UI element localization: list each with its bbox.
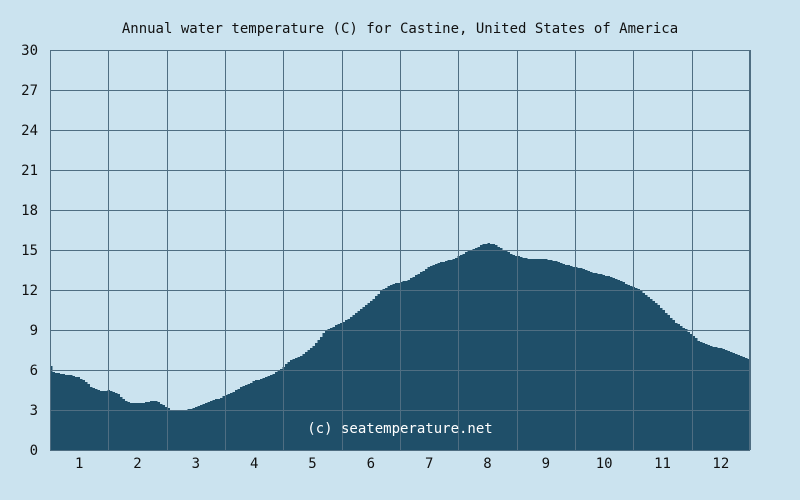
y-tick-label: 6 [30,363,38,379]
x-tick-label: 10 [596,456,613,472]
y-tick-label: 27 [21,83,38,99]
x-tick-label: 5 [308,456,316,472]
y-tick-label: 21 [21,163,38,179]
y-tick-label: 0 [30,443,38,459]
x-tick-label: 2 [133,456,141,472]
y-tick-label: 9 [30,323,38,339]
y-tick-label: 15 [21,243,38,259]
x-axis: 1 2 3 4 5 6 7 8 9 10 11 12 [75,456,729,472]
grid-lines [50,50,751,451]
x-tick-label: 3 [192,456,200,472]
y-tick-label: 24 [21,123,38,139]
x-tick-label: 4 [250,456,258,472]
watermark: (c) seatemperature.net [307,421,492,437]
y-tick-label: 12 [21,283,38,299]
x-tick-label: 12 [712,456,729,472]
y-tick-label: 30 [21,43,38,59]
chart-title: Annual water temperature (C) for Castine… [122,21,678,37]
plot-border [50,50,750,451]
x-tick-label: 11 [654,456,671,472]
x-tick-label: 1 [75,456,83,472]
y-axis: 0 3 6 9 12 15 18 21 24 27 30 [21,43,38,459]
x-tick-label: 7 [425,456,433,472]
x-tick-label: 8 [483,456,491,472]
y-tick-label: 3 [30,403,38,419]
x-tick-label: 9 [542,456,550,472]
y-tick-label: 18 [21,203,38,219]
x-tick-label: 6 [367,456,375,472]
